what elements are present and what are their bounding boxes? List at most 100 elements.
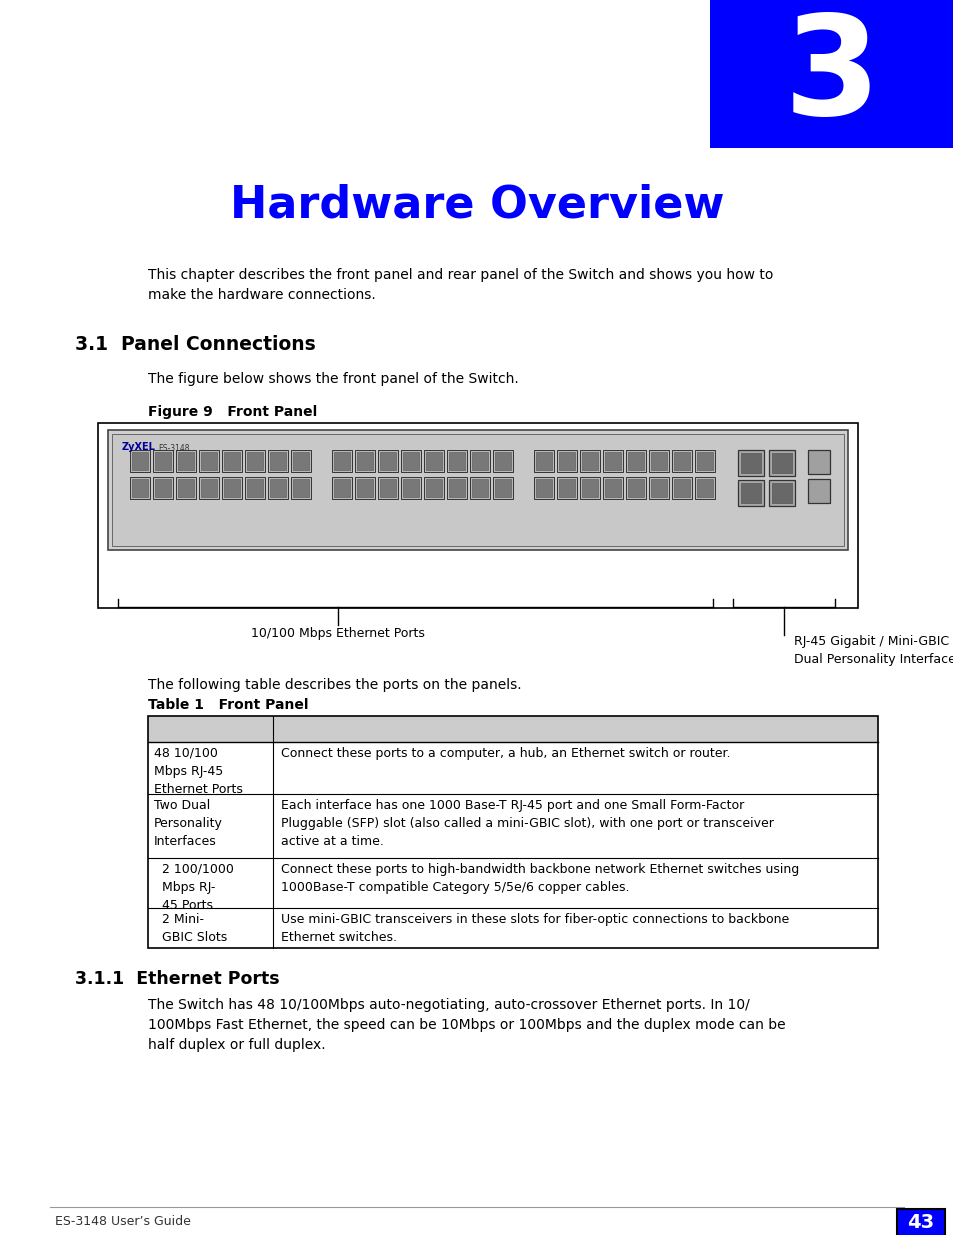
Bar [493, 450, 513, 472]
Bar [402, 479, 418, 496]
Text: Each interface has one 1000 Base-T RJ-45 port and one Small Form-Factor
Pluggabl: Each interface has one 1000 Base-T RJ-45… [281, 799, 773, 848]
Text: RJ-45 Gigabit / Mini-GBIC
Dual Personality Interfaces: RJ-45 Gigabit / Mini-GBIC Dual Personali… [793, 635, 953, 666]
Bar [222, 477, 242, 499]
Bar [627, 452, 643, 471]
Bar [709, 0, 953, 148]
Bar [768, 480, 794, 506]
Bar [738, 480, 763, 506]
Bar [293, 479, 309, 496]
Bar [356, 452, 373, 471]
Bar [695, 477, 714, 499]
Text: CONNECTOR: CONNECTOR [153, 722, 246, 736]
Text: Hardware Overview: Hardware Overview [230, 184, 723, 226]
Bar [247, 479, 263, 496]
Text: ES-3148: ES-3148 [158, 445, 190, 453]
Bar [291, 477, 311, 499]
Bar [604, 452, 620, 471]
Bar [807, 450, 829, 474]
Bar [602, 477, 622, 499]
Bar [807, 479, 829, 503]
Bar [199, 450, 219, 472]
Bar [291, 450, 311, 472]
Bar [201, 479, 216, 496]
Bar [534, 450, 554, 472]
Bar [627, 479, 643, 496]
Text: 2 100/1000
  Mbps RJ-
  45 Ports: 2 100/1000 Mbps RJ- 45 Ports [153, 863, 233, 911]
Bar [625, 477, 645, 499]
Bar [625, 450, 645, 472]
Bar [400, 450, 420, 472]
Bar [178, 479, 193, 496]
Bar [268, 477, 288, 499]
Bar [201, 452, 216, 471]
Bar [695, 450, 714, 472]
Text: ZyXEL: ZyXEL [122, 442, 155, 452]
Bar [697, 479, 712, 496]
Text: Connect these ports to a computer, a hub, an Ethernet switch or router.: Connect these ports to a computer, a hub… [281, 747, 730, 760]
Bar [334, 479, 350, 496]
Bar [673, 452, 689, 471]
Bar [402, 452, 418, 471]
Bar [132, 479, 148, 496]
Bar [199, 477, 219, 499]
Bar [247, 452, 263, 471]
Bar [426, 479, 441, 496]
Bar [768, 450, 794, 475]
Bar [650, 452, 666, 471]
Text: Use mini-GBIC transceivers in these slots for fiber-optic connections to backbon: Use mini-GBIC transceivers in these slot… [281, 913, 788, 944]
Bar [148, 794, 877, 858]
Bar [557, 477, 577, 499]
Bar [222, 450, 242, 472]
Bar [148, 742, 877, 794]
Bar [423, 450, 443, 472]
Bar [495, 452, 511, 471]
Bar [579, 477, 599, 499]
Bar [495, 479, 511, 496]
Bar [130, 450, 150, 472]
Bar [740, 453, 760, 473]
Bar [771, 453, 791, 473]
Bar [175, 477, 195, 499]
Bar [178, 452, 193, 471]
Text: 48 10/100
Mbps RJ-45
Ethernet Ports: 48 10/100 Mbps RJ-45 Ethernet Ports [153, 747, 243, 797]
Bar [423, 477, 443, 499]
Text: Two Dual
Personality
Interfaces: Two Dual Personality Interfaces [153, 799, 223, 848]
Bar [148, 908, 877, 948]
Bar [112, 433, 843, 546]
Bar [175, 450, 195, 472]
Bar [268, 450, 288, 472]
Bar [671, 477, 691, 499]
Text: The figure below shows the front panel of the Switch.: The figure below shows the front panel o… [148, 372, 518, 387]
Bar [154, 452, 171, 471]
Bar [557, 450, 577, 472]
Bar [738, 450, 763, 475]
Text: 3.1.1  Ethernet Ports: 3.1.1 Ethernet Ports [75, 969, 279, 988]
Text: 2 Mini-
  GBIC Slots: 2 Mini- GBIC Slots [153, 913, 227, 944]
Bar [449, 479, 464, 496]
Bar [148, 858, 877, 908]
Bar [152, 450, 172, 472]
Bar [152, 477, 172, 499]
Bar [224, 452, 240, 471]
Bar [377, 477, 397, 499]
Bar [132, 452, 148, 471]
Bar [493, 477, 513, 499]
Bar [771, 483, 791, 503]
Bar [293, 452, 309, 471]
Bar [602, 450, 622, 472]
Bar [379, 479, 395, 496]
Text: 43: 43 [906, 1214, 934, 1233]
Text: Figure 9   Front Panel: Figure 9 Front Panel [148, 405, 317, 419]
Bar [270, 452, 286, 471]
Bar [447, 477, 467, 499]
Bar [332, 477, 352, 499]
Bar [673, 479, 689, 496]
Bar [648, 477, 668, 499]
Bar [896, 1209, 944, 1235]
Text: Table 1   Front Panel: Table 1 Front Panel [148, 698, 308, 713]
Bar [245, 450, 265, 472]
Bar [98, 424, 857, 608]
Bar [472, 479, 488, 496]
Bar [470, 450, 490, 472]
Text: Connect these ports to high-bandwidth backbone network Ethernet switches using
1: Connect these ports to high-bandwidth ba… [281, 863, 799, 894]
